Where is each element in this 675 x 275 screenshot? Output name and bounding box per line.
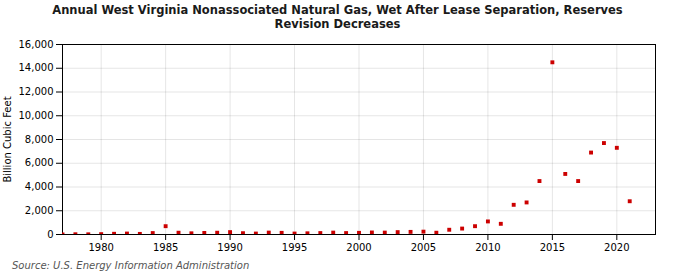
html-text:Annual West Virginia Nonassoci: Annual West Virginia Nonassociated Natur…: [52, 3, 623, 32]
svg-text:12,000: 12,000: [19, 86, 54, 97]
svg-text:1985: 1985: [153, 241, 178, 252]
svg-text:8,000: 8,000: [25, 133, 54, 144]
svg-text:1980: 1980: [88, 241, 113, 252]
svg-text:4,000: 4,000: [25, 181, 54, 192]
svg-text:Billion Cubic Feet: Billion Cubic Feet: [2, 96, 13, 182]
svg-text:2,000: 2,000: [25, 205, 54, 216]
svg-text:0: 0: [47, 228, 53, 239]
svg-text:2000: 2000: [346, 241, 371, 252]
svg-text:16,000: 16,000: [19, 38, 54, 49]
svg-text:10,000: 10,000: [19, 110, 54, 121]
svg-text:2015: 2015: [540, 241, 565, 252]
svg-text:6,000: 6,000: [25, 157, 54, 168]
svg-text:2005: 2005: [411, 241, 436, 252]
svg-text:2010: 2010: [475, 241, 500, 252]
svg-text:1990: 1990: [217, 241, 242, 252]
svg-text:14,000: 14,000: [19, 62, 54, 73]
svg-text:1995: 1995: [282, 241, 307, 252]
html-text:Source: U.S. Energy Informatio: Source: U.S. Energy Information Administ…: [12, 259, 250, 271]
svg-text:2020: 2020: [604, 241, 629, 252]
